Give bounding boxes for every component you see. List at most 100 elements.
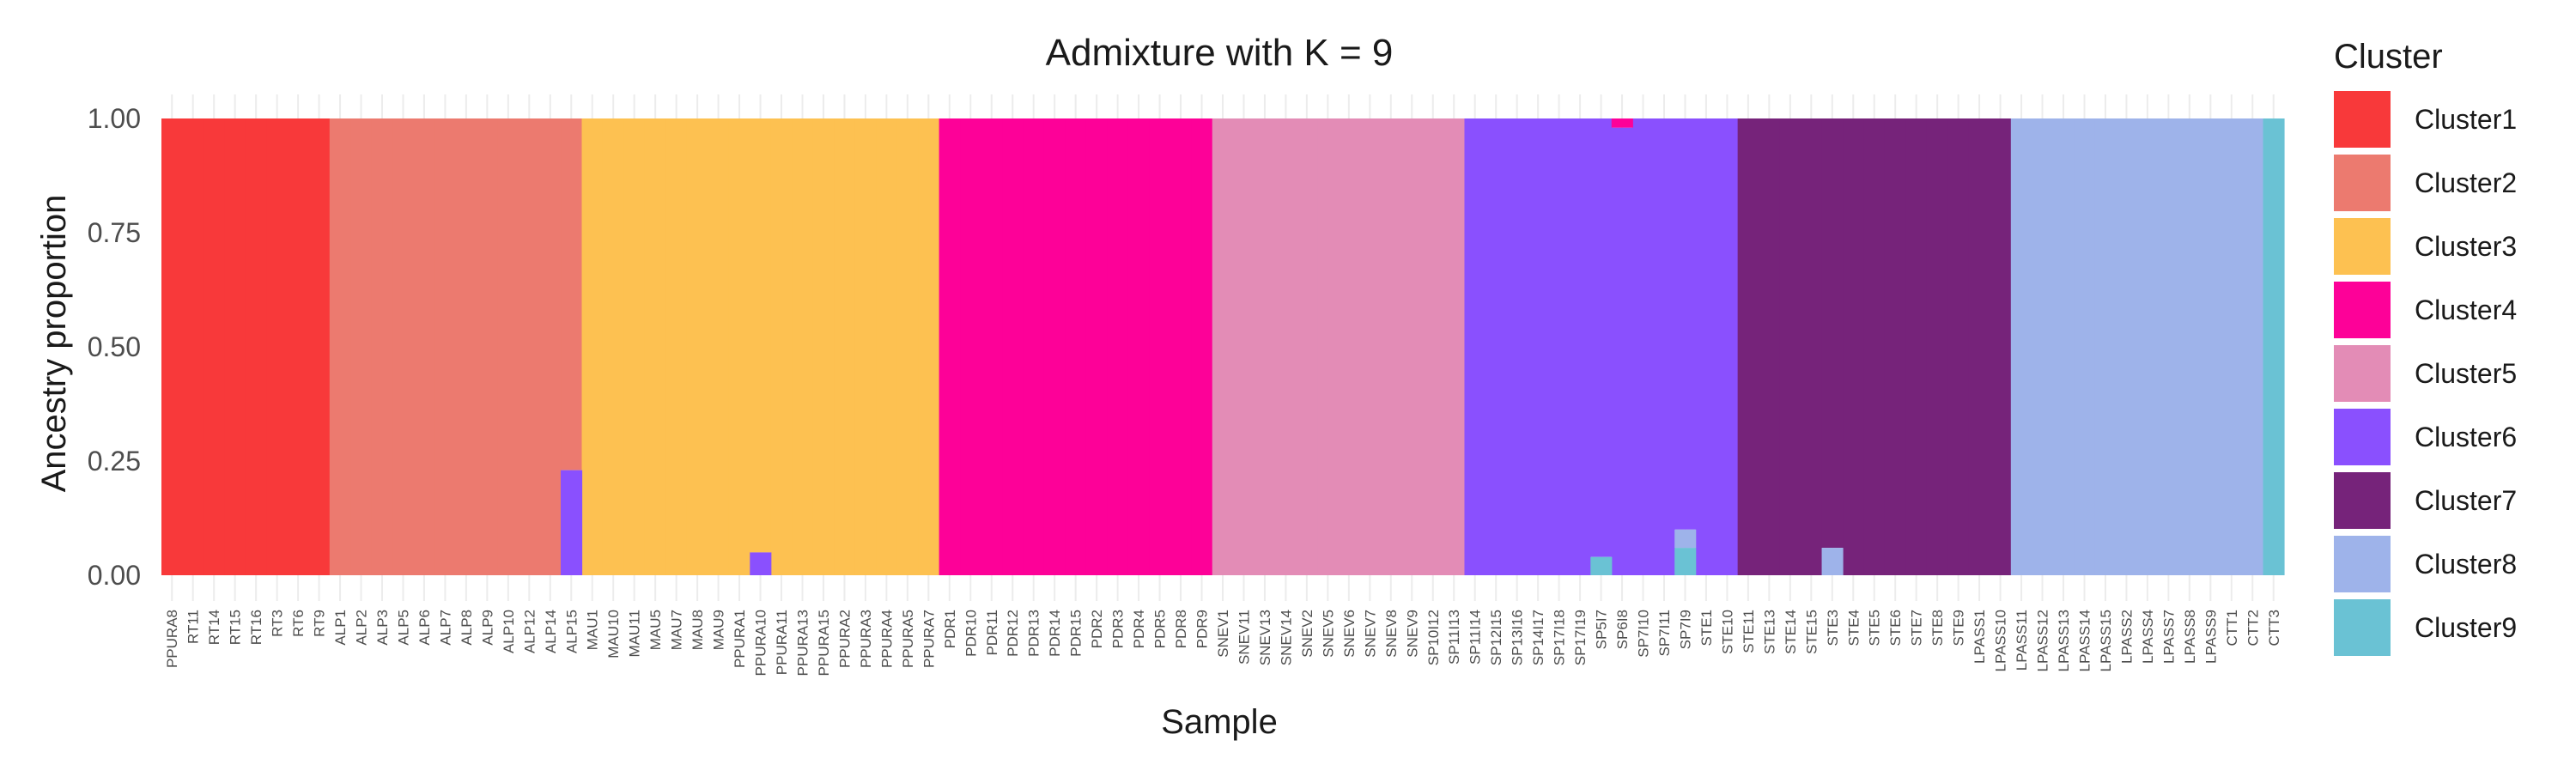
y-tick-label: 0.75 (88, 217, 141, 248)
x-tick-label: MAU7 (669, 610, 685, 650)
x-tick-label: RT16 (248, 610, 264, 645)
x-tick-label: PPURA5 (900, 610, 916, 668)
x-tick-label: SP12I15 (1488, 610, 1504, 665)
bar-segment-PPURA11 (770, 118, 793, 575)
bar-segment-ALP2 (350, 118, 373, 575)
bar-segment-SP17I19 (1569, 118, 1591, 575)
legend-label: Cluster8 (2415, 548, 2518, 580)
bar-segment-ALP7 (434, 118, 457, 575)
legend-label: Cluster1 (2415, 103, 2518, 135)
x-tick-label: SP17I19 (1572, 610, 1589, 665)
x-tick-label: STE9 (1951, 610, 1967, 646)
legend-item-cluster2: Cluster2 (2334, 151, 2557, 215)
x-tick-label: PPURA1 (732, 610, 748, 668)
bar-segment-SP7I9 (1674, 118, 1697, 530)
x-tick-label: LPASS15 (2098, 610, 2114, 671)
x-tick-label: PPURA7 (920, 610, 937, 668)
x-tick-label: STE15 (1803, 610, 1820, 654)
bar-segment-STE1 (1695, 118, 1717, 575)
legend-swatch (2334, 345, 2391, 402)
legend-items: Cluster1 Cluster2 Cluster3 Cluster4 Cluster5… (2334, 88, 2557, 659)
x-tick-label: MAU8 (690, 610, 706, 650)
bar-segment-ALP15-admix (561, 470, 583, 575)
x-tick-label: LPASS10 (1993, 610, 2009, 671)
bar-segment-SP7I11 (1653, 118, 1675, 575)
x-tick-label: PDR3 (1110, 610, 1127, 648)
bar-segment-PDR4 (1127, 118, 1150, 575)
x-tick-label: STE7 (1909, 610, 1925, 646)
bar-segment-CTT3 (2263, 118, 2285, 575)
bar-segment-STE7 (1905, 118, 1928, 575)
x-tick-label: PDR14 (1047, 610, 1063, 657)
chart-title: Admixture with K = 9 (1046, 32, 1394, 74)
x-tick-label: SNEV11 (1236, 610, 1252, 665)
legend-item-cluster8: Cluster8 (2334, 532, 2557, 596)
bar-segment-PPURA1 (728, 118, 750, 575)
x-tick-label: SNEV13 (1257, 610, 1273, 665)
x-tick-label: STE3 (1825, 610, 1841, 646)
bar-segment-SP7I10 (1632, 118, 1655, 575)
x-axis-ticks: PPURA8 RT11 RT14 RT15 RT16 RT3 RT6 RT9 ALP1 ALP2 A… (164, 610, 2282, 676)
bar-segment-STE3 (1821, 118, 1844, 549)
x-tick-label: RT3 (270, 610, 286, 637)
x-tick-label: ALP9 (479, 610, 495, 646)
bar-segment-PDR3 (1107, 118, 1129, 575)
x-tick-label: PDR5 (1152, 610, 1169, 648)
bar-segment-PDR2 (1085, 118, 1108, 575)
bar-segment-ALP6 (413, 118, 435, 575)
legend-label: Cluster5 (2415, 357, 2518, 389)
x-tick-label: CTT1 (2224, 610, 2240, 646)
legend-label: Cluster3 (2415, 230, 2518, 262)
x-tick-label: SP13I16 (1510, 610, 1526, 665)
x-tick-label: STE6 (1887, 610, 1904, 646)
bar-segment-SNEV5 (1317, 118, 1340, 575)
x-tick-label: LPASS9 (2202, 610, 2219, 664)
bar-segment-SP6I8-admix (1611, 118, 1633, 128)
bar-segment-SP7I9-admix (1674, 529, 1697, 549)
bar-segment-LPASS14 (2074, 118, 2096, 575)
x-tick-label: ALP7 (437, 610, 453, 646)
x-tick-label: MAU11 (627, 610, 643, 657)
bar-segment-SP5I7 (1590, 118, 1613, 557)
x-tick-label: SNEV5 (1320, 610, 1336, 658)
bar-segment-SNEV6 (1338, 118, 1360, 575)
bar-segment-STE3-admix (1821, 548, 1844, 575)
bar-segment-STE10 (1716, 118, 1739, 575)
bar-segment-LPASS9 (2200, 118, 2222, 575)
x-tick-label: SP11I13 (1446, 610, 1462, 665)
bar-segment-PDR15 (1065, 118, 1087, 575)
bar-segment-STE15 (1801, 118, 1823, 575)
x-tick-label: STE8 (1929, 610, 1946, 646)
x-tick-label: STE5 (1867, 610, 1883, 646)
x-tick-label: PPURA13 (794, 610, 811, 676)
legend-item-cluster3: Cluster3 (2334, 215, 2557, 278)
x-tick-label: LPASS2 (2118, 610, 2135, 664)
bar-segment-MAU1 (581, 118, 604, 575)
bar-segment-PDR12 (1002, 118, 1024, 575)
bar-segment-ALP9 (477, 118, 499, 575)
bar-segment-MAU7 (665, 118, 688, 575)
x-tick-label: STE1 (1698, 610, 1715, 646)
bar-segment-SP11I13 (1443, 118, 1466, 575)
x-tick-label: SP7I10 (1636, 610, 1652, 658)
bar-segment-LPASS4 (2136, 118, 2159, 575)
bar-segment-LPASS8 (2178, 118, 2201, 575)
bar-segment-STE4 (1843, 118, 1865, 575)
legend-swatch (2334, 282, 2391, 338)
x-tick-label: LPASS4 (2140, 610, 2156, 664)
x-tick-label: LPASS8 (2182, 610, 2198, 664)
bar-segment-LPASS7 (2158, 118, 2180, 575)
bar-segment-LPASS1 (1968, 118, 1990, 575)
bar-segment-MAU11 (623, 118, 646, 575)
bar-segment-SNEV1 (1212, 118, 1234, 575)
bar-segment-SNEV11 (1233, 118, 1255, 575)
legend-swatch (2334, 218, 2391, 275)
x-tick-label: ALP12 (521, 610, 538, 653)
x-tick-label: LPASS7 (2160, 610, 2177, 664)
x-tick-label: RT9 (312, 610, 328, 637)
bar-segment-RT15 (224, 118, 246, 575)
bar-segment-MAU10 (602, 118, 625, 575)
x-tick-label: SNEV7 (1362, 610, 1378, 658)
legend-item-cluster5: Cluster5 (2334, 342, 2557, 405)
bar-segment-LPASS10 (1990, 118, 2012, 575)
